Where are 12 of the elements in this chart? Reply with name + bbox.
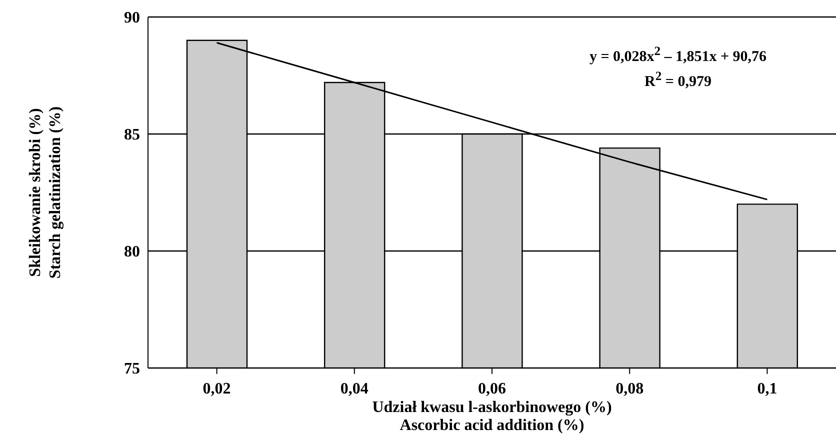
y-tick-label: 85 [124, 126, 140, 144]
x-tick-label: 0,1 [757, 380, 778, 398]
x-tick-label: 0,06 [478, 380, 506, 398]
y-axis-title: Skleikowanie skrobi (%) Starch gelatinization (%) [27, 106, 64, 279]
y-tick-label: 80 [124, 244, 140, 261]
x-tick-label: 0,04 [340, 380, 368, 398]
y-tick-label: 75 [124, 360, 140, 378]
x-tick-label: 0,08 [616, 380, 644, 398]
annotation: y = 0,028x$^{2}$ – 1,851x + 90,76 R$^{2}$ = 0,979 [588, 43, 768, 92]
x-axis-title: Udział kwasu l-askorbinowego (%) Ascorbic acid addition (%) [372, 399, 612, 434]
y-tick-label: 90 [124, 10, 140, 27]
x-tick-label: 0,02 [202, 380, 231, 398]
